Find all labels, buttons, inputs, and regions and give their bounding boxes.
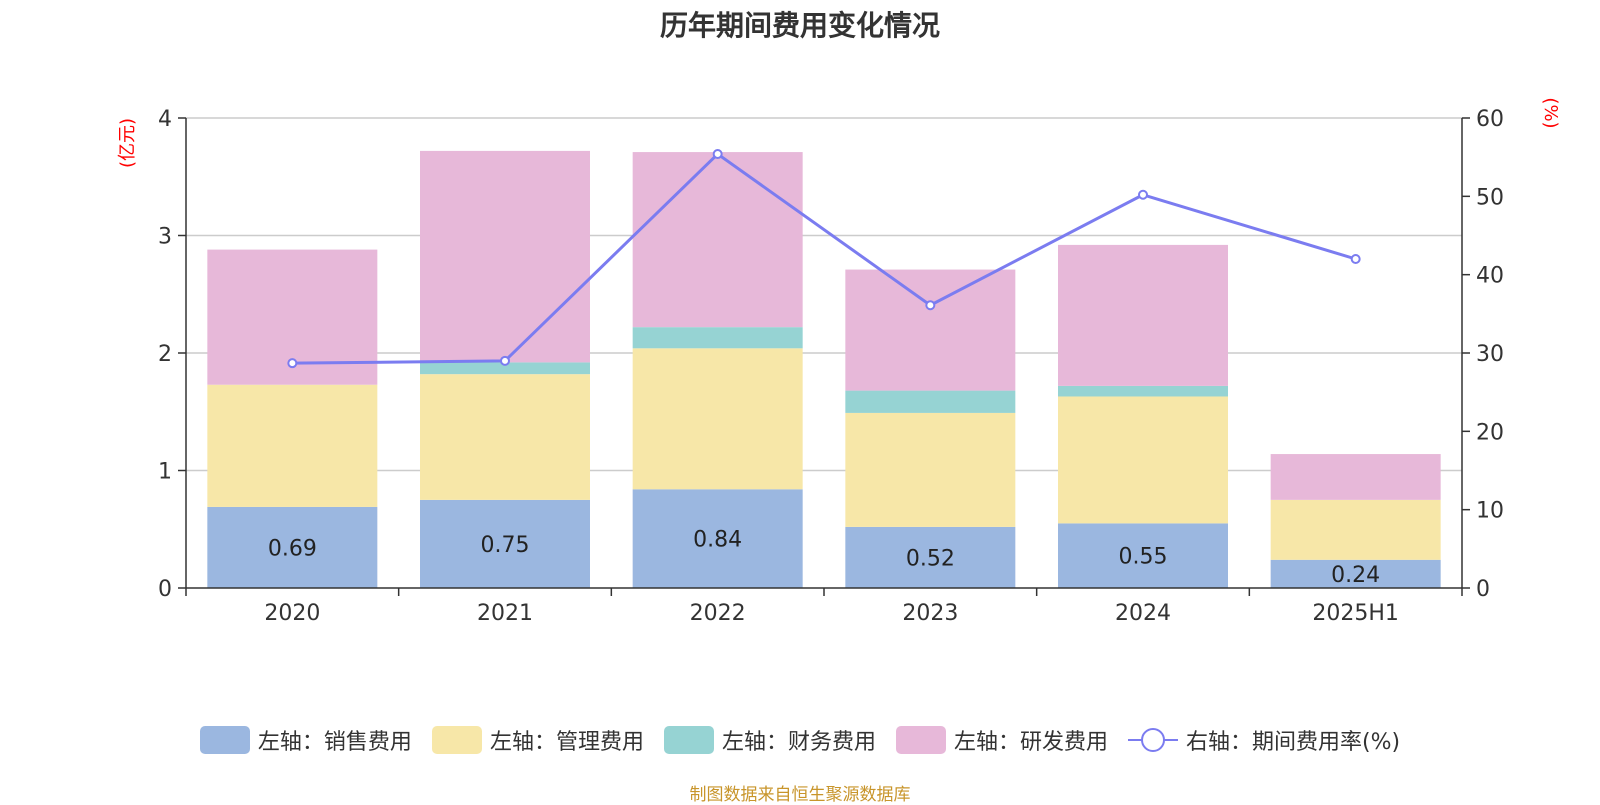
left-tick-label: 2 — [158, 342, 172, 367]
legend-label: 左轴：财务费用 — [721, 730, 876, 755]
bar-segment — [845, 412, 1016, 527]
bar-segment — [845, 269, 1016, 391]
right-tick-label: 50 — [1476, 185, 1504, 210]
bar-data-label: 0.75 — [481, 533, 530, 558]
x-tick-label: 2023 — [902, 601, 958, 626]
legend-label: 右轴：期间费用率(%) — [1185, 730, 1401, 755]
label-layer: 0.69 0.75 0.84 0.52 0.55 0.24 — [268, 528, 1380, 588]
bar-segment — [207, 506, 378, 588]
legend-swatch — [895, 726, 946, 754]
bar-segment — [845, 526, 1016, 588]
rate-point — [287, 358, 298, 369]
x-tick-label: 2025H1 — [1312, 601, 1399, 626]
bar-segment — [632, 489, 803, 588]
bar-segment — [1270, 559, 1441, 588]
bar-segment — [632, 348, 803, 490]
rate-point — [1350, 254, 1361, 264]
bar-segment — [632, 152, 803, 328]
rate-line — [292, 152, 1357, 365]
bar-segment — [420, 362, 590, 375]
bar-segment — [207, 384, 378, 507]
bar-segment — [1270, 499, 1441, 560]
grid-layer — [186, 117, 1462, 472]
left-axis-unit-label: (亿元) — [117, 118, 138, 168]
legend-label: 左轴：销售费用 — [257, 730, 412, 755]
bar-segment — [1058, 523, 1228, 588]
legend-label: 左轴：管理费用 — [489, 730, 644, 755]
source-note: 制图数据来自恒生聚源数据库 — [689, 785, 911, 805]
bar-data-label: 0.84 — [693, 528, 742, 553]
chart-title: 历年期间费用变化情况 — [659, 9, 940, 42]
right-tick-label: 60 — [1476, 107, 1504, 132]
bar-segment — [845, 390, 1016, 413]
rate-point — [925, 300, 936, 311]
left-tick-label: 0 — [158, 577, 172, 602]
chart-legend: 左轴：销售费用 左轴：管理费用 左轴：财务费用 左轴：研发费用 右轴：期间费用率(%) — [0, 720, 1600, 760]
bar-segment — [1058, 396, 1228, 524]
x-tick-label: 2024 — [1115, 601, 1171, 626]
left-tick-label: 3 — [158, 225, 172, 250]
legend-item[interactable]: 左轴：销售费用 — [199, 724, 412, 756]
legend-item[interactable]: 左轴：财务费用 — [663, 724, 876, 756]
legend-item[interactable]: 左轴：管理费用 — [431, 724, 644, 756]
x-tick-label: 2020 — [264, 601, 320, 626]
right-axis-unit-label: (%) — [1540, 97, 1561, 128]
left-tick-label: 1 — [158, 460, 172, 485]
rate-point — [712, 149, 723, 160]
bar-segment — [420, 374, 590, 500]
left-tick-label: 4 — [158, 107, 172, 132]
bar-data-label: 0.55 — [1119, 545, 1168, 570]
bar-data-label: 0.52 — [906, 546, 955, 571]
legend-item[interactable]: 左轴：研发费用 — [895, 724, 1108, 756]
x-tick-label: 2021 — [477, 601, 533, 626]
legend-swatch — [431, 726, 482, 754]
bar-data-label: 0.69 — [268, 536, 317, 561]
right-tick-label: 0 — [1476, 577, 1490, 602]
right-tick-label: 30 — [1476, 342, 1504, 367]
bar-segment — [420, 499, 590, 588]
bar-segment — [420, 150, 590, 363]
line-layer — [287, 149, 1361, 369]
legend-swatch — [199, 726, 250, 754]
rate-point — [500, 355, 510, 366]
bar-segment — [1058, 385, 1228, 397]
bar-segment — [1058, 244, 1228, 386]
legend-line-marker-icon — [1127, 728, 1178, 752]
legend-item[interactable]: 右轴：期间费用率(%) — [1127, 724, 1401, 756]
legend-swatch — [663, 726, 714, 754]
bar-data-label: 0.24 — [1331, 563, 1380, 588]
bar-segment — [632, 327, 803, 349]
x-tick-label: 2022 — [690, 601, 746, 626]
legend-label: 左轴：研发费用 — [953, 730, 1108, 755]
right-tick-label: 20 — [1476, 420, 1504, 445]
rate-point — [1138, 189, 1148, 200]
bar-segment — [1270, 454, 1441, 500]
right-tick-label: 40 — [1476, 264, 1504, 289]
bar-layer — [207, 150, 1441, 588]
right-tick-label: 10 — [1476, 499, 1504, 524]
